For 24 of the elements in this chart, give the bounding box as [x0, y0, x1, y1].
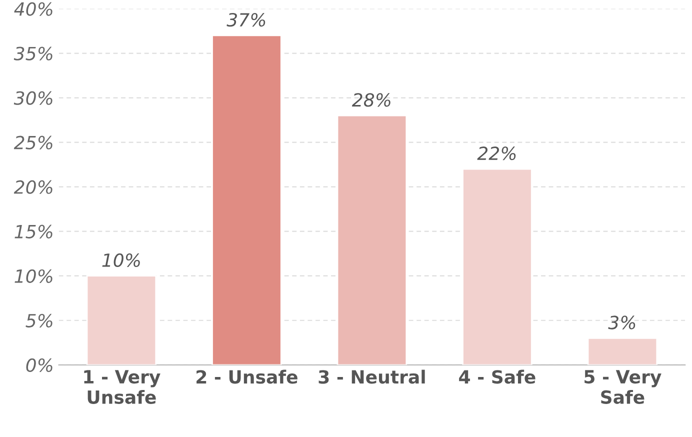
y-tick-label: 25%: [14, 136, 52, 150]
x-tick-label: 1 - Very Unsafe: [84, 370, 160, 404]
bar: [86, 275, 157, 365]
data-label: 3%: [608, 316, 636, 330]
y-tick-label: 10%: [14, 269, 52, 283]
data-label: 22%: [477, 146, 516, 160]
x-tick-label: 5 - Very Safe: [584, 370, 662, 404]
bar: [587, 337, 658, 365]
data-label: 28%: [352, 93, 390, 107]
y-tick-label: 20%: [14, 180, 52, 194]
y-tick-label: 30%: [14, 91, 52, 105]
x-tick-label: 4 - Safe: [459, 370, 536, 384]
x-tick-label: 3 - Neutral: [318, 370, 425, 384]
bar: [462, 168, 532, 365]
data-label: 10%: [102, 253, 140, 268]
x-tick-label: 2 - Unsafe: [196, 370, 298, 384]
y-tick-label: 15%: [14, 224, 52, 238]
bar: [336, 114, 408, 365]
y-tick-label: 5%: [26, 314, 52, 328]
data-label: 37%: [226, 12, 266, 27]
y-tick-label: 35%: [14, 46, 52, 60]
bar: [212, 34, 282, 365]
y-tick-label: 0%: [26, 358, 52, 372]
y-tick-label: 40%: [14, 2, 52, 16]
